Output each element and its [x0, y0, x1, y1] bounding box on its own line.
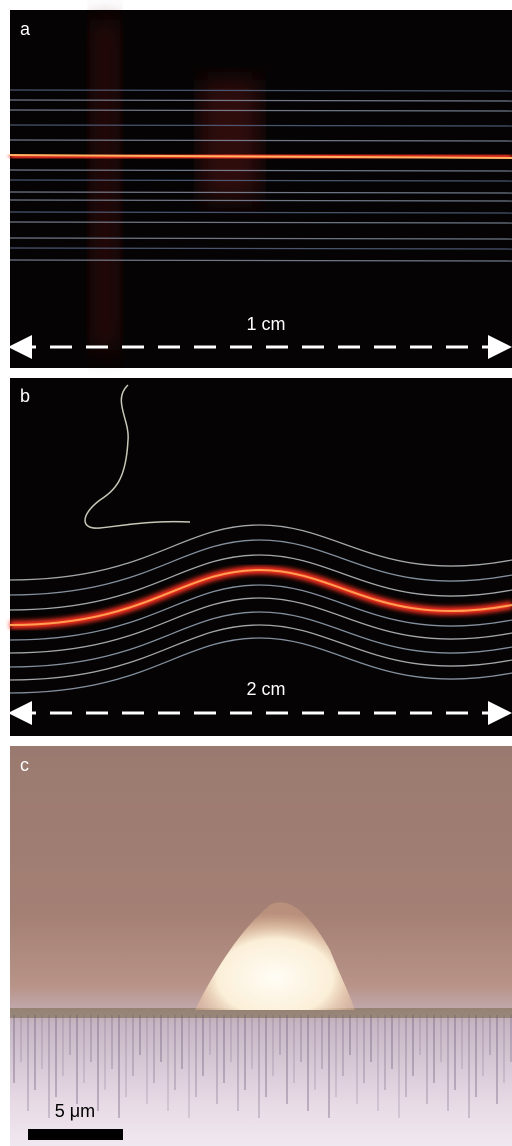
streaks [13, 1015, 512, 1118]
loose-fiber [84, 384, 191, 529]
panel-c: c 5 μm [10, 746, 512, 1146]
fiber-line [9, 89, 512, 92]
fiber-line [9, 179, 512, 182]
fiber-line [9, 611, 512, 668]
panel-label: a [20, 19, 31, 39]
scale-label: 2 cm [246, 679, 285, 699]
fiber-line [9, 191, 512, 194]
fiber-line [9, 124, 512, 127]
fiber-line [9, 169, 512, 172]
fiber-line [9, 109, 512, 112]
fiber-lines [9, 89, 512, 262]
fiber-line [9, 99, 512, 102]
panel-a: a 1 cm [8, 10, 512, 368]
fiber-line [9, 139, 512, 142]
fiber-line [9, 247, 512, 250]
haze [90, 20, 120, 350]
scale-label: 1 cm [246, 314, 285, 334]
panel-background [10, 378, 512, 736]
fiber-line [9, 597, 512, 654]
red-fiber [9, 568, 512, 626]
mound [195, 902, 355, 1010]
fiber-line [9, 554, 512, 611]
fiber-line [9, 259, 512, 262]
edge [10, 1008, 512, 1018]
fiber-line [9, 624, 512, 681]
fiber-line [9, 211, 512, 214]
panel-b: b 2 cm [8, 378, 512, 736]
fiber-line [9, 539, 512, 596]
fiber-line [9, 199, 512, 202]
fiber-line [9, 237, 512, 240]
fiber-line [9, 221, 512, 224]
scale-bar [28, 1129, 123, 1140]
scale-label: 5 μm [55, 1101, 95, 1121]
red-fiber [9, 154, 512, 159]
fiber-line [9, 584, 512, 641]
fiber-line [9, 524, 512, 581]
panel-label: c [20, 755, 29, 775]
panel-label: b [20, 386, 30, 406]
fiber-line [9, 637, 512, 694]
fiber-lines [9, 524, 512, 694]
